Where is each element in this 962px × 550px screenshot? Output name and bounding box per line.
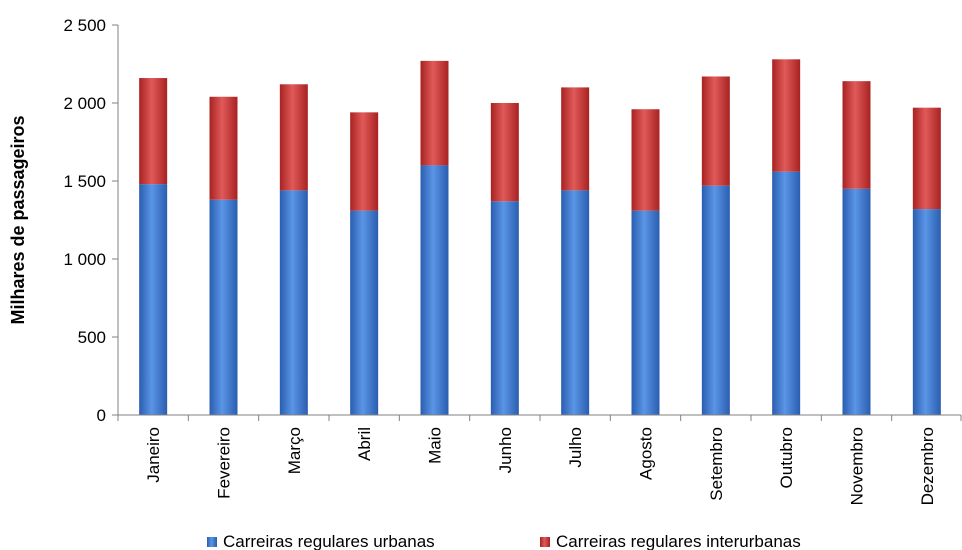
bar-urban-8: [701, 185, 730, 415]
x-tick-label: Setembro: [707, 427, 726, 501]
bar-urban-9: [772, 171, 801, 415]
bar-interurban-10: [842, 81, 871, 189]
y-axis-title-group: Milhares de passageiros: [8, 115, 28, 324]
y-tick-label: 0: [97, 406, 106, 425]
legend-swatch: [207, 537, 217, 547]
x-tick-label: Outubro: [777, 427, 796, 488]
x-tick-label-group: Julho: [566, 427, 585, 468]
bars-group: [139, 59, 941, 415]
legend-label: Carreiras regulares interurbanas: [556, 532, 801, 550]
x-tick-label: Fevereiro: [215, 427, 234, 499]
bar-interurban-7: [631, 109, 660, 211]
bar-interurban-0: [139, 78, 168, 185]
bar-urban-11: [912, 209, 941, 415]
bar-interurban-8: [701, 76, 730, 186]
x-tick-label-group: Novembro: [848, 427, 867, 505]
bar-interurban-1: [209, 96, 238, 200]
y-tick-label: 2 000: [63, 94, 106, 113]
y-axis-title: Milhares de passageiros: [8, 115, 28, 324]
x-tick-label-group: Maio: [426, 427, 445, 464]
x-tick-label-group: Dezembro: [918, 427, 937, 505]
y-tick-label: 500: [78, 328, 106, 347]
axes-group: [117, 25, 962, 421]
bar-urban-3: [350, 210, 379, 415]
y-tick-label: 2 500: [63, 16, 106, 35]
x-tick-label: Maio: [426, 427, 445, 464]
x-tick-label: Dezembro: [918, 427, 937, 505]
x-tick-label: Novembro: [848, 427, 867, 505]
x-tick-label-group: Março: [285, 427, 304, 474]
x-tick-label-group: Setembro: [707, 427, 726, 501]
x-tick-label-group: Junho: [496, 427, 515, 473]
bar-urban-4: [420, 165, 449, 415]
bar-interurban-3: [350, 112, 379, 211]
x-tick-label-group: Janeiro: [144, 427, 163, 483]
y-tick-label: 1 000: [63, 250, 106, 269]
x-axis-ticks: Janeiro Fevereiro Março Abril Maio Junho Julho…: [144, 427, 937, 505]
x-tick-label: Janeiro: [144, 427, 163, 483]
x-tick-label: Agosto: [637, 427, 656, 480]
x-tick-label: Julho: [566, 427, 585, 468]
legend-swatch: [540, 537, 550, 547]
x-tick-label-group: Agosto: [637, 427, 656, 480]
bar-interurban-2: [279, 84, 308, 191]
bar-urban-6: [561, 190, 590, 415]
bar-interurban-4: [420, 60, 449, 166]
x-tick-label-group: Fevereiro: [215, 427, 234, 499]
y-axis-ticks: 0 500 1 000 1 500 2 000 2 500: [63, 16, 118, 425]
legend-label: Carreiras regulares urbanas: [223, 532, 435, 550]
bar-interurban-9: [772, 59, 801, 172]
x-tick-label: Junho: [496, 427, 515, 473]
legend: Carreiras regulares urbanas Carreiras reg…: [207, 532, 801, 550]
x-tick-label: Abril: [355, 427, 374, 461]
bar-urban-2: [279, 190, 308, 415]
bar-urban-0: [139, 184, 168, 415]
bar-urban-7: [631, 210, 660, 415]
bar-urban-5: [490, 201, 519, 415]
bar-interurban-5: [490, 103, 519, 202]
bar-urban-1: [209, 199, 238, 415]
bar-interurban-6: [561, 87, 590, 191]
y-tick-label: 1 500: [63, 172, 106, 191]
x-tick-label: Março: [285, 427, 304, 474]
bar-interurban-11: [912, 107, 941, 210]
bar-urban-10: [842, 188, 871, 415]
x-tick-label-group: Abril: [355, 427, 374, 461]
x-tick-label-group: Outubro: [777, 427, 796, 488]
